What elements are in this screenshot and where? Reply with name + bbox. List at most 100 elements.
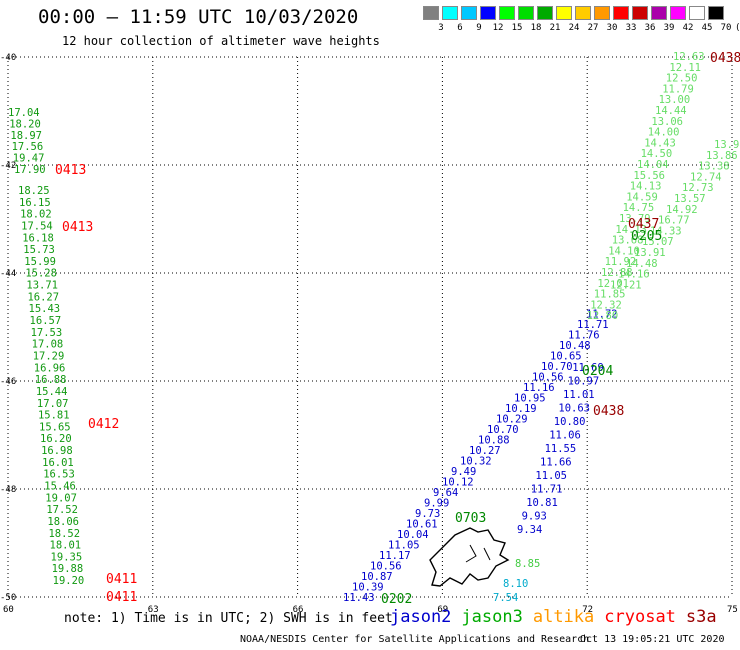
wave-height-value: 17.52 (46, 504, 78, 516)
wave-height-value: 15.81 (38, 410, 70, 422)
wave-height-value: 11.16 (523, 382, 555, 394)
wave-height-value: 10.27 (469, 445, 501, 457)
wave-height-value: 14.44 (655, 105, 687, 117)
wave-height-value: 14.48 (626, 258, 658, 270)
colorbar-tick-label: 21 (549, 23, 561, 33)
wave-height-value: 16.53 (43, 469, 75, 481)
wave-height-value: 12.50 (666, 73, 698, 85)
wave-height-value: 14.75 (623, 202, 655, 214)
wave-height-value: 18.25 (18, 185, 50, 197)
wave-height-value: 10.56 (370, 561, 402, 573)
wave-height-value: 11.06 (549, 430, 581, 442)
colorbar-swatch (670, 6, 686, 20)
pass-time-label: 0411 (106, 590, 137, 605)
wave-height-value: 13.71 (26, 280, 58, 292)
satellite-legend-cryosat: cryosat (604, 607, 676, 627)
wave-height-value: 15.28 (25, 268, 57, 280)
longitude-label: 60 (3, 605, 14, 615)
wave-height-value: 10.32 (460, 456, 492, 468)
wave-height-value: 16.15 (19, 197, 51, 209)
wave-height-value: 10.63 (558, 403, 590, 415)
wave-height-value: 13.68 (612, 235, 644, 247)
wave-height-value: 8.10 (503, 578, 528, 590)
wave-height-value: 18.20 (9, 118, 41, 130)
wave-height-value: 10.48 (559, 340, 591, 352)
wave-height-value: 11.66 (540, 457, 572, 469)
wave-height-value: 12.88 (601, 267, 633, 279)
wave-height-value: 17.54 (21, 220, 53, 232)
wave-height-value: 10.56 (532, 372, 564, 384)
wave-height-value: 16.27 (27, 291, 59, 303)
colorbar-tick-label: 3 (438, 23, 444, 33)
colorbar-tick-label: 42 (682, 23, 694, 33)
wave-height-value: 11.05 (535, 470, 567, 482)
colorbar-tick-label: 12 (492, 23, 504, 33)
colorbar-tick-label: 45 (701, 23, 713, 33)
colorbar-tick-label: 70 (720, 23, 732, 33)
wave-height-value: 10.70 (487, 424, 519, 436)
pass-time-label: 0413 (55, 163, 86, 178)
wave-height-value: 14.00 (648, 127, 680, 139)
wave-height-value: 9.49 (451, 466, 476, 478)
wave-height-value: 13.57 (674, 193, 706, 205)
colorbar-swatch (689, 6, 705, 20)
colorbar-swatch (480, 6, 496, 20)
wave-height-value: 18.02 (20, 209, 52, 221)
wave-height-value: 14.13 (630, 181, 662, 193)
wave-height-value: 17.04 (8, 107, 40, 119)
satellite-legend-s3a: s3a (685, 607, 717, 627)
wave-height-value: 10.70 (541, 361, 573, 373)
wave-height-value: 17.29 (33, 350, 65, 362)
footer-note: note: 1) Time is in UTC; 2) SWH is in fe… (64, 611, 393, 626)
colorbar-unit-label: (ft) (735, 23, 740, 33)
colorbar-tick-label: 6 (457, 23, 463, 33)
wave-height-value: 10.61 (406, 519, 438, 531)
wave-height-value: 16.57 (30, 315, 62, 327)
wave-height-value: 10.95 (514, 393, 546, 405)
wave-height-value: 11.55 (545, 443, 577, 455)
wave-height-value: 19.20 (53, 575, 85, 587)
wave-height-value: 19.07 (45, 492, 77, 504)
wave-height-value: 17.07 (37, 398, 69, 410)
wave-height-value: 14.59 (626, 191, 658, 203)
colorbar-swatch (575, 6, 591, 20)
wave-height-value: 11.43 (343, 592, 375, 604)
wave-height-value: 12.73 (682, 182, 714, 194)
wave-height-value: 13.38 (698, 161, 730, 173)
colorbar-swatch (594, 6, 610, 20)
latitude-label: -44 (0, 269, 16, 279)
pass-time-label: 0205 (631, 229, 662, 244)
wave-height-value: 16.01 (42, 457, 74, 469)
colorbar-swatch (518, 6, 534, 20)
wave-height-value: 12.74 (690, 171, 722, 183)
satellite-legend-jason2: jason2 (390, 607, 452, 627)
colorbar-swatch (499, 6, 515, 20)
longitude-label: 63 (148, 605, 159, 615)
wave-height-value: 13.06 (651, 116, 683, 128)
wave-height-value: 12.11 (669, 62, 701, 74)
map-subtitle: 12 hour collection of altimeter wave hei… (62, 34, 380, 48)
wave-height-value: 14.16 (618, 269, 650, 281)
wave-height-value: 10.39 (352, 582, 384, 594)
wave-height-value: 18.06 (47, 516, 79, 528)
credit-text: NOAA/NESDIS Center for Satellite Applica… (240, 634, 590, 645)
wave-height-value: 14.04 (637, 159, 669, 171)
wave-height-value: 17.08 (32, 339, 64, 351)
wave-height-value: 12.01 (597, 278, 629, 290)
pass-time-label: 0411 (106, 572, 137, 587)
pass-time-label: 0412 (88, 417, 119, 432)
satellite-legend-jason3: jason3 (461, 607, 523, 627)
wave-height-value: 10.87 (361, 571, 393, 583)
wave-height-value: 19.35 (51, 551, 83, 563)
wave-height-value: 15.99 (24, 256, 56, 268)
wave-height-value: 18.01 (50, 540, 82, 552)
pass-time-label: 0437 (628, 217, 659, 232)
wave-height-value: 12.63 (673, 51, 705, 63)
latitude-label: -42 (0, 161, 16, 171)
wave-height-value: 15.44 (36, 386, 68, 398)
pass-time-label: 0438 (593, 404, 624, 419)
wave-height-value: 8.85 (515, 558, 540, 570)
wave-height-value: 11.71 (531, 484, 563, 496)
satellite-legend-altika: altika (532, 607, 595, 627)
wave-height-value: 10.04 (397, 529, 429, 541)
